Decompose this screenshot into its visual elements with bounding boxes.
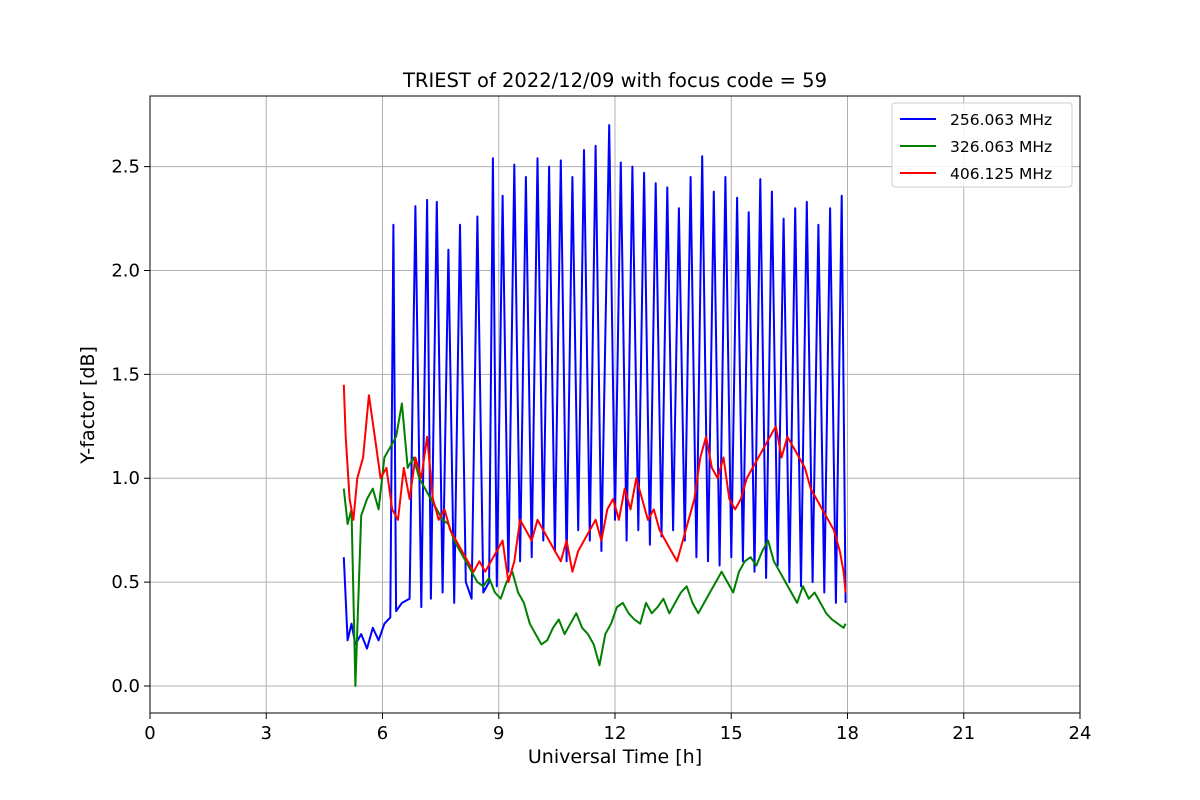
legend-label: 256.063 MHz xyxy=(950,111,1052,129)
x-tick-label: 21 xyxy=(952,723,975,744)
y-tick-label: 1.5 xyxy=(111,364,140,385)
x-tick-label: 15 xyxy=(720,723,743,744)
x-tick-label: 24 xyxy=(1069,723,1092,744)
series-line-2 xyxy=(342,402,847,687)
y-axis-label: Y-factor [dB] xyxy=(77,346,99,465)
x-tick-label: 6 xyxy=(377,723,388,744)
x-axis: 0 3 6 9 12 15 18 21 24 xyxy=(144,713,1091,744)
legend: 256.063 MHz 326.063 MHz 406.125 MHz xyxy=(891,102,1073,188)
y-axis: 0.0 0.5 1.0 1.5 2.0 2.5 xyxy=(111,157,150,697)
y-tick-label: 1.0 xyxy=(111,468,140,489)
legend-box xyxy=(891,102,1073,188)
x-tick-label: 0 xyxy=(144,723,155,744)
chart-title: TRIEST of 2022/12/09 with focus code = 5… xyxy=(402,69,827,92)
y-tick-label: 2.0 xyxy=(111,261,140,282)
series-line-1 xyxy=(342,124,847,650)
x-tick-label: 9 xyxy=(493,723,504,744)
series-line-3 xyxy=(342,384,847,593)
legend-label: 326.063 MHz xyxy=(950,138,1052,156)
x-tick-label: 12 xyxy=(604,723,627,744)
series-group xyxy=(342,124,847,687)
y-tick-label: 0.5 xyxy=(111,572,140,593)
x-tick-label: 3 xyxy=(261,723,272,744)
x-axis-label: Universal Time [h] xyxy=(528,746,702,768)
y-tick-label: 2.5 xyxy=(111,157,140,178)
y-tick-label: 0.0 xyxy=(111,676,140,697)
x-tick-label: 18 xyxy=(836,723,859,744)
legend-label: 406.125 MHz xyxy=(950,165,1052,183)
